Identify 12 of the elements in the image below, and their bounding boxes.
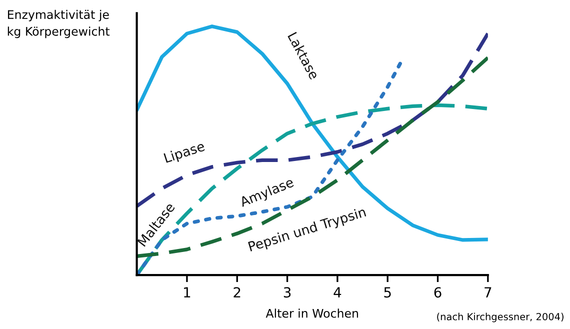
x-tick-label: 2	[234, 287, 240, 298]
x-tick-label: 5	[384, 287, 391, 298]
x-tick-label: 4	[334, 287, 342, 298]
text: Lipase	[164, 140, 206, 166]
x-tick-label: 3	[284, 287, 291, 298]
y-axis-title: Enzymaktivität je kg Körpergewicht	[8, 10, 110, 38]
x-tick-label: 7	[484, 287, 492, 298]
text: (nach Kirchgessner, 2004)	[437, 312, 564, 322]
x-tick-label: 1	[184, 287, 190, 298]
text: Pepsin und Trypsin	[248, 206, 367, 254]
x-tick-label: 6	[434, 287, 442, 298]
x-axis-title: Alter in Wochen	[266, 308, 358, 318]
